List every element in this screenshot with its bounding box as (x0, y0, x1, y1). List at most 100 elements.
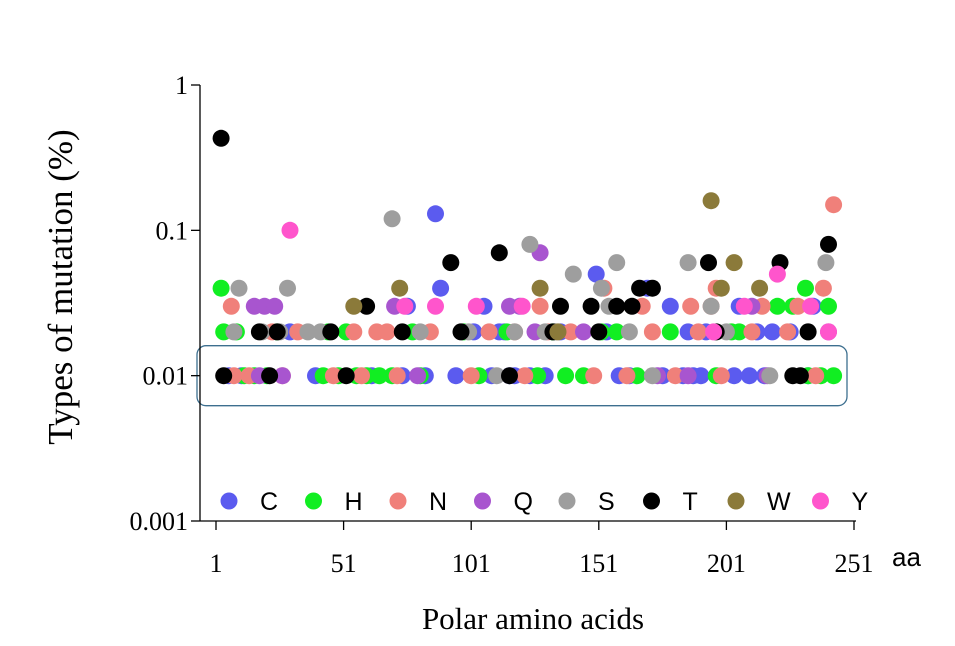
point-S-19 (620, 323, 638, 341)
point-N-20 (585, 367, 603, 385)
point-S-1 (230, 279, 248, 297)
point-N-37 (825, 196, 843, 214)
point-N-36 (814, 279, 832, 297)
point-Q-11 (575, 323, 592, 341)
point-C-33 (725, 367, 743, 385)
legend-marker-S (558, 492, 576, 510)
point-Q-6 (409, 367, 427, 385)
point-N-6 (324, 367, 342, 385)
point-H-13 (370, 367, 388, 385)
point-Y-4 (513, 297, 531, 315)
legend-label-C: C (260, 488, 278, 516)
point-W-1 (391, 279, 409, 297)
point-S-26 (817, 254, 835, 272)
series-Y (281, 221, 837, 341)
point-T-15 (582, 297, 600, 315)
point-C-21 (587, 265, 605, 283)
point-T-7 (358, 297, 376, 315)
point-H-22 (557, 367, 575, 385)
point-T-1 (215, 367, 233, 385)
point-Q-3 (266, 297, 284, 315)
legend-label-N: N (429, 488, 447, 516)
y-tick-label-3: 1 (175, 71, 188, 100)
point-N-14 (480, 323, 498, 341)
point-Y-0 (281, 221, 299, 239)
legend-label-Q: Q (514, 488, 533, 516)
point-T-3 (261, 367, 279, 385)
point-S-24 (761, 367, 779, 385)
point-W-4 (702, 192, 720, 210)
point-T-18 (623, 297, 641, 315)
point-Y-6 (735, 297, 753, 315)
point-N-0 (222, 297, 240, 315)
point-H-36 (820, 297, 837, 315)
point-T-9 (442, 254, 460, 272)
legend-marker-C (220, 492, 238, 510)
point-S-22 (702, 297, 720, 315)
point-T-12 (501, 367, 518, 385)
point-N-19 (562, 323, 580, 341)
point-N-26 (682, 297, 700, 315)
point-W-6 (725, 254, 743, 272)
legend-marker-W (727, 492, 745, 510)
point-H-0 (212, 279, 230, 297)
point-T-20 (643, 279, 661, 297)
x-tick-label-4: 201 (707, 549, 746, 578)
point-S-21 (679, 254, 697, 272)
point-Y-9 (820, 323, 837, 341)
point-T-27 (820, 235, 837, 253)
y-axis-label: Types of mutation (%) (41, 129, 80, 444)
legend-label-W: W (767, 488, 791, 516)
point-N-35 (807, 367, 825, 385)
point-C-35 (740, 367, 758, 385)
point-W-5 (712, 279, 730, 297)
legend-label-H: H (345, 488, 363, 516)
legend-label-T: T (683, 488, 698, 516)
point-T-10 (452, 323, 470, 341)
point-C-8 (427, 205, 444, 223)
point-W-3 (549, 323, 567, 341)
point-Y-2 (427, 297, 444, 315)
legend-marker-N (389, 492, 407, 510)
point-C-27 (661, 297, 679, 315)
legend-marker-Q (474, 492, 491, 510)
point-N-17 (531, 297, 549, 315)
x-tick-label-3: 151 (579, 549, 618, 578)
point-Y-1 (396, 297, 414, 315)
point-T-17 (608, 297, 626, 315)
point-S-16 (592, 279, 610, 297)
point-Y-7 (768, 265, 786, 283)
point-T-26 (799, 323, 817, 341)
point-N-13 (462, 367, 480, 385)
point-S-12 (521, 235, 539, 253)
point-W-0 (345, 297, 363, 315)
point-T-16 (590, 323, 608, 341)
point-Y-3 (467, 297, 485, 315)
point-T-21 (700, 254, 717, 272)
point-W-2 (531, 279, 549, 297)
x-axis-label: Polar amino acids (422, 601, 644, 636)
point-S-4 (279, 279, 296, 297)
point-T-19 (631, 279, 649, 297)
point-N-25 (666, 367, 684, 385)
point-N-27 (689, 323, 707, 341)
series-W (345, 192, 769, 341)
x-axis-unit: aa (892, 542, 921, 572)
point-N-33 (779, 323, 797, 341)
y-tick-label-1: 0.01 (143, 362, 189, 391)
legend-marker-H (305, 492, 322, 510)
legend-marker-T (643, 492, 660, 510)
point-T-6 (337, 367, 355, 385)
point-T-5 (322, 323, 340, 341)
point-N-11 (388, 367, 406, 385)
point-H-20 (529, 367, 547, 385)
data-points (212, 129, 843, 385)
point-Y-5 (705, 323, 723, 341)
y-tick-label-2: 0.1 (156, 216, 189, 245)
point-C-31 (692, 367, 710, 385)
point-H-37 (825, 367, 843, 385)
